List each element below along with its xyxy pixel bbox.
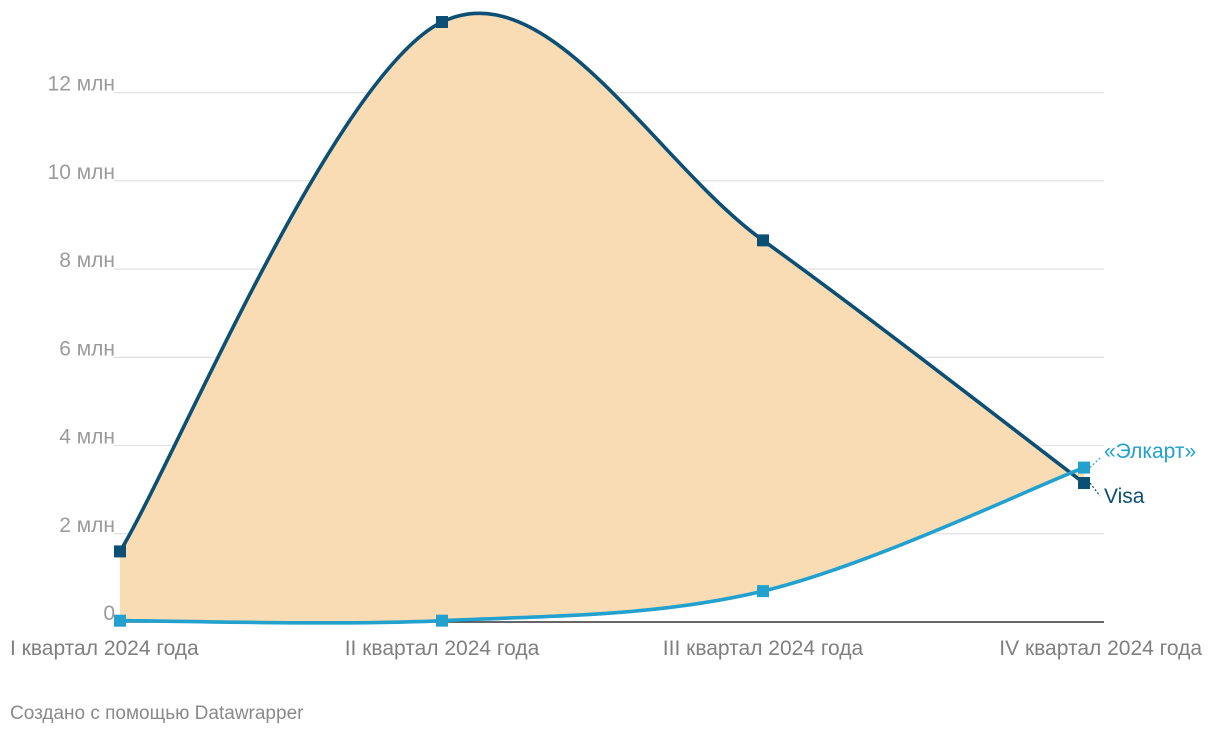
- x-tick-label: I квартал 2024 года: [10, 637, 199, 660]
- data-point-series-1: [757, 585, 769, 598]
- series-label-leader-0: [1089, 482, 1101, 497]
- data-point-series-1: [436, 614, 448, 627]
- area-between-series: [120, 13, 1084, 623]
- series-line-1: [118, 465, 1086, 625]
- data-point-series-0: [757, 234, 769, 247]
- series-markers: [114, 16, 1090, 627]
- y-tick-label: 6 млн: [59, 337, 115, 360]
- data-point-series-1: [1078, 461, 1090, 474]
- x-tick-label: III квартал 2024 года: [663, 637, 864, 660]
- x-axis-tick-labels: I квартал 2024 года II квартал 2024 года I…: [10, 637, 1202, 660]
- x-tick-label: II квартал 2024 года: [345, 637, 540, 660]
- series-line-0: [118, 11, 1086, 554]
- y-tick-label: 10 млн: [48, 161, 115, 184]
- y-tick-label: 0: [103, 602, 115, 625]
- data-point-series-0: [436, 16, 448, 28]
- y-tick-label: 2 млн: [59, 514, 115, 537]
- series-labels: Visa «Элкарт»: [1089, 440, 1196, 508]
- series-label-leader-1: [1089, 457, 1101, 469]
- series-label-1: «Элкарт»: [1104, 440, 1196, 463]
- y-tick-label: 12 млн: [48, 73, 115, 96]
- credit-text: Создано с помощью Datawrapper: [10, 703, 304, 724]
- series-lines: [118, 11, 1086, 625]
- area-fill: [120, 13, 1084, 623]
- y-axis-tick-labels: 0 2 млн 4 млн 6 млн 8 млн 10 млн 12 млн: [48, 73, 115, 625]
- data-point-series-0: [1078, 477, 1090, 490]
- data-point-series-1: [114, 614, 126, 627]
- data-point-series-0: [114, 545, 126, 558]
- series-label-0: Visa: [1104, 485, 1145, 508]
- y-tick-label: 4 млн: [59, 426, 115, 449]
- x-tick-label: IV квартал 2024 года: [999, 637, 1202, 660]
- y-tick-label: 8 млн: [59, 249, 115, 272]
